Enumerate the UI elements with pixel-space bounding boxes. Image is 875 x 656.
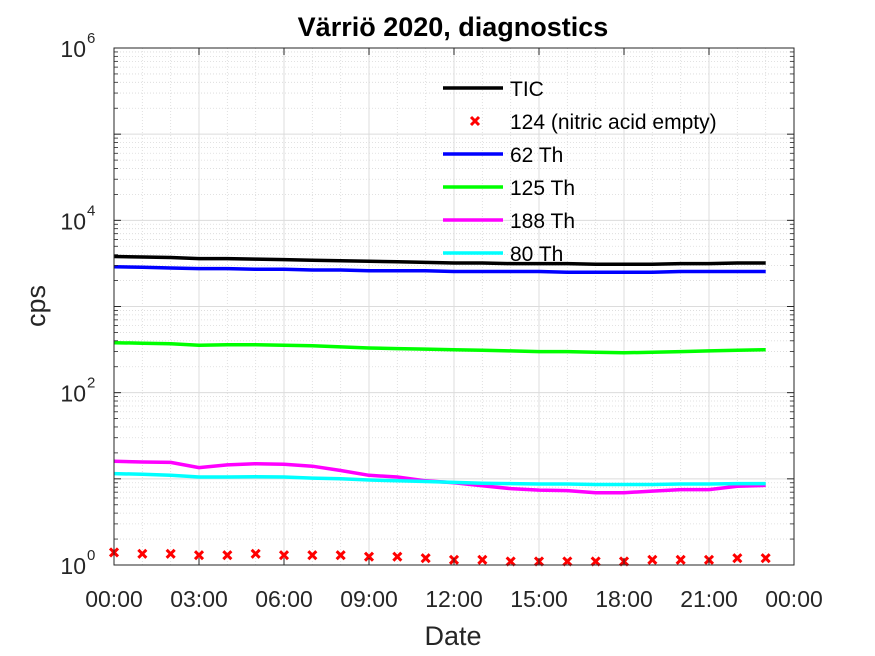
data-point-marker [562, 556, 573, 567]
y-tick-label: 10 [60, 553, 86, 579]
data-point-marker [392, 551, 403, 562]
series-0 [113, 254, 766, 266]
data-point-marker [647, 554, 658, 565]
legend-label: 80 Th [510, 243, 563, 266]
y-tick-label: 10 [60, 208, 86, 234]
data-point-marker [477, 554, 488, 565]
legend-label: TIC [510, 78, 544, 101]
legend-label: 125 Th [510, 177, 575, 200]
legend-marker [469, 115, 481, 127]
y-tick-label: 10 [60, 381, 86, 407]
data-point-marker [732, 553, 743, 564]
x-tick-label: 21:00 [680, 586, 738, 612]
x-tick-label: 00:00 [765, 586, 823, 612]
data-point-marker [420, 553, 431, 564]
x-tick-label: 15:00 [510, 586, 568, 612]
legend-label: 188 Th [510, 210, 575, 233]
series-line [113, 340, 766, 355]
legend-label: 62 Th [510, 144, 563, 167]
data-point-marker [307, 550, 318, 561]
x-tick-label: 03:00 [170, 586, 228, 612]
data-point-marker [278, 550, 290, 561]
x-tick-label: 18:00 [595, 586, 653, 612]
data-point-marker [222, 550, 233, 561]
ticks [113, 47, 795, 566]
y-tick-exponent: 0 [87, 547, 95, 564]
legend: TIC 124 (nitric acid empty) 62 Th 125 Th 188… [443, 78, 717, 266]
y-tick-label: 10 [60, 36, 86, 62]
data-point-marker [363, 551, 375, 562]
x-axis-label: Date [424, 621, 481, 651]
tick-labels: 00:00 03:00 06:00 09:00 12:00 15:00 18:00 21:00… [60, 30, 822, 612]
y-axis-label: cps [21, 285, 51, 327]
data-point-marker [505, 556, 516, 567]
series-line [113, 471, 766, 487]
x-tick-label: 00:00 [85, 586, 143, 612]
data-point-marker [193, 550, 205, 561]
x-tick-label: 06:00 [255, 586, 313, 612]
data-point-marker [590, 556, 601, 567]
series-3 [113, 340, 766, 355]
chart-title: Värriö 2020, diagnostics [298, 12, 609, 42]
series-layer [108, 254, 771, 567]
grid [113, 47, 795, 566]
data-point-marker [250, 548, 261, 559]
x-tick-label: 09:00 [340, 586, 398, 612]
data-point-marker [675, 554, 686, 565]
y-tick-exponent: 6 [87, 30, 95, 47]
y-tick-exponent: 4 [87, 202, 95, 219]
series-line [113, 264, 766, 274]
data-point-marker [760, 553, 771, 564]
series-5 [113, 471, 766, 487]
series-2 [113, 264, 766, 274]
x-tick-label: 12:00 [425, 586, 483, 612]
data-point-marker [335, 550, 346, 561]
data-point-marker [165, 548, 176, 559]
legend-label: 124 (nitric acid empty) [510, 111, 717, 134]
series-line [113, 254, 766, 266]
y-tick-exponent: 2 [87, 375, 95, 392]
data-point-marker [137, 548, 148, 559]
